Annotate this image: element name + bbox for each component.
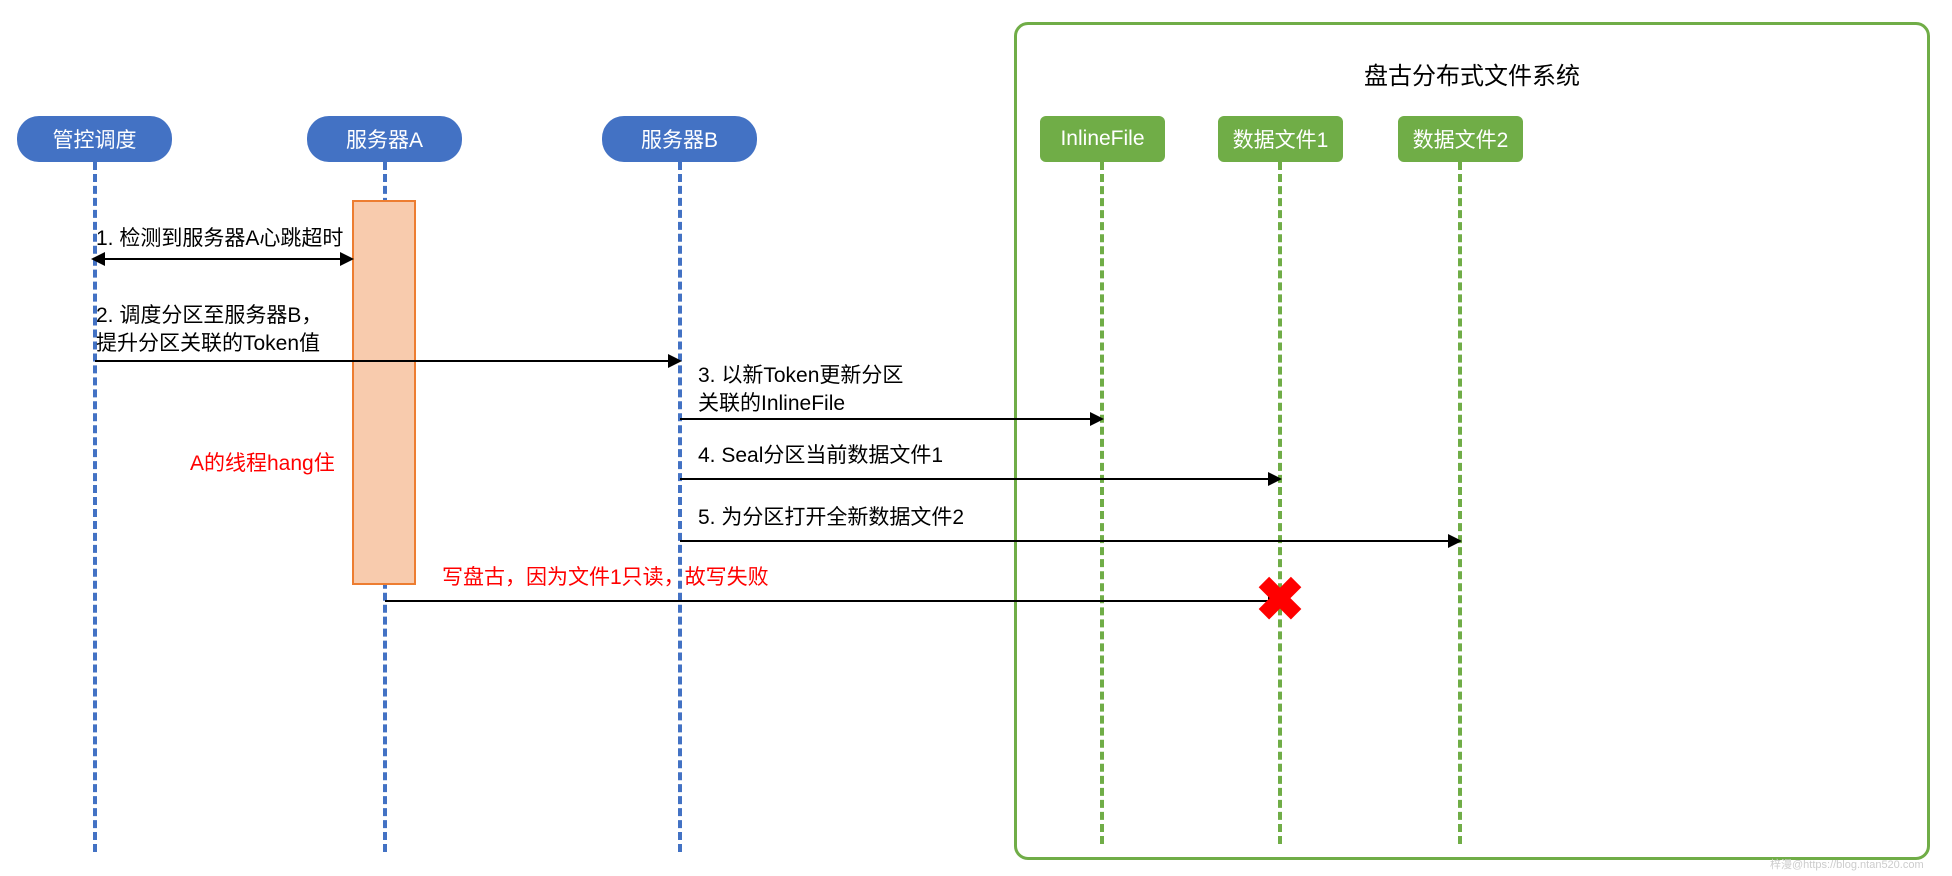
actor-label: InlineFile [1060,127,1144,151]
lifeline-datafile-1 [1278,162,1282,844]
actor-label: 数据文件1 [1233,124,1329,154]
activation-server-a [352,200,416,585]
message-3-line [680,418,1102,420]
message-2-label: 2. 调度分区至服务器B， 提升分区关联的Token值 [96,302,322,359]
message-2-line [95,360,680,362]
note-hang: A的线程hang住 [190,450,335,478]
message-5-line [680,540,1460,542]
actor-label: 数据文件2 [1413,124,1509,154]
message-3-label: 3. 以新Token更新分区 关联的InlineFile [698,362,903,419]
message-6-label: 写盘古，因为文件1只读，故写失败 [442,564,769,592]
lifeline-datafile-2 [1458,162,1462,844]
message-4-line [680,478,1280,480]
actor-label: 服务器A [346,124,423,154]
actor-scheduler: 管控调度 [17,116,172,162]
lifeline-inlinefile [1100,162,1104,844]
group-title: 盘古分布式文件系统 [1332,56,1612,91]
message-5-label: 5. 为分区打开全新数据文件2 [698,504,964,532]
x-mark-icon: ✖ [1255,565,1305,635]
watermark: 梓漫@https://blog.ntan520.com [1770,856,1924,872]
actor-label: 管控调度 [53,124,137,154]
message-3-head [1090,412,1104,426]
actor-datafile-2: 数据文件2 [1398,116,1523,162]
message-6-line [385,600,1280,602]
message-1-label: 1. 检测到服务器A心跳超时 [96,225,343,253]
message-1-head-right [340,252,354,266]
actor-datafile-1: 数据文件1 [1218,116,1343,162]
actor-server-a: 服务器A [307,116,462,162]
actor-label: 服务器B [641,124,718,154]
message-5-head [1448,534,1462,548]
message-2-head [668,354,682,368]
message-4-head [1268,472,1282,486]
actor-server-b: 服务器B [602,116,757,162]
message-1-line [95,258,352,260]
message-1-head-left [91,252,105,266]
sequence-diagram-canvas: 盘古分布式文件系统 管控调度 服务器A 服务器B InlineFile 数据文件… [0,0,1952,876]
message-4-label: 4. Seal分区当前数据文件1 [698,442,943,470]
actor-inlinefile: InlineFile [1040,116,1165,162]
lifeline-server-b [678,162,682,852]
